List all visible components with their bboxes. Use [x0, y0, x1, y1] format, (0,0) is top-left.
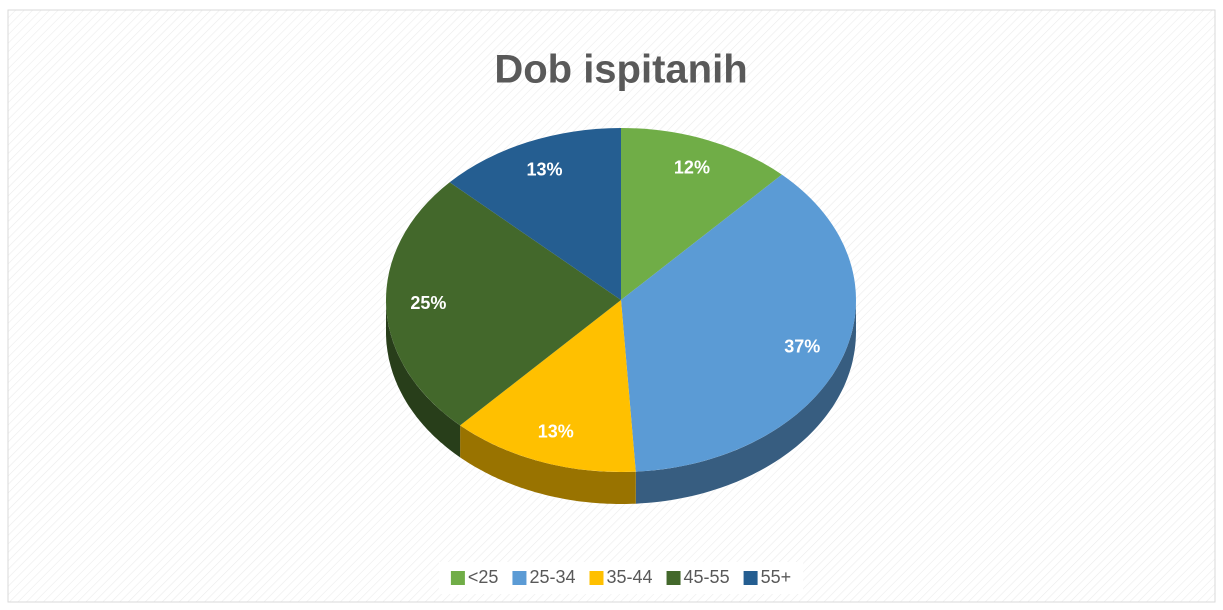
- legend: <25 25-34 35-44 45-55 55+: [450, 567, 792, 587]
- legend-label: 55+: [761, 567, 792, 587]
- data-label: 13%: [526, 159, 562, 179]
- pie-slice: [621, 174, 856, 472]
- chart-title: Dob ispitanih: [494, 48, 747, 92]
- legend-box: [438, 562, 804, 594]
- pie-slice: [460, 300, 636, 472]
- pie-side: [635, 300, 856, 504]
- legend-swatch: [666, 571, 681, 585]
- pie-slice: [621, 128, 782, 300]
- legend-swatch: [743, 571, 758, 585]
- legend-label: 45-55: [684, 567, 730, 587]
- legend-swatch: [589, 571, 604, 585]
- data-label: 37%: [784, 337, 820, 357]
- data-label: 25%: [410, 293, 446, 313]
- legend-label: 25-34: [529, 567, 575, 587]
- legend-label: <25: [468, 567, 499, 587]
- pie-side: [386, 300, 461, 458]
- legend-label: 35-44: [606, 567, 652, 587]
- data-label: 13%: [538, 421, 574, 441]
- data-label: 12%: [674, 158, 710, 178]
- legend-swatch: [512, 571, 527, 585]
- pie-side: [460, 425, 636, 504]
- pie-slice: [449, 128, 621, 300]
- pie-slice: [386, 182, 621, 426]
- legend-swatch: [450, 571, 465, 585]
